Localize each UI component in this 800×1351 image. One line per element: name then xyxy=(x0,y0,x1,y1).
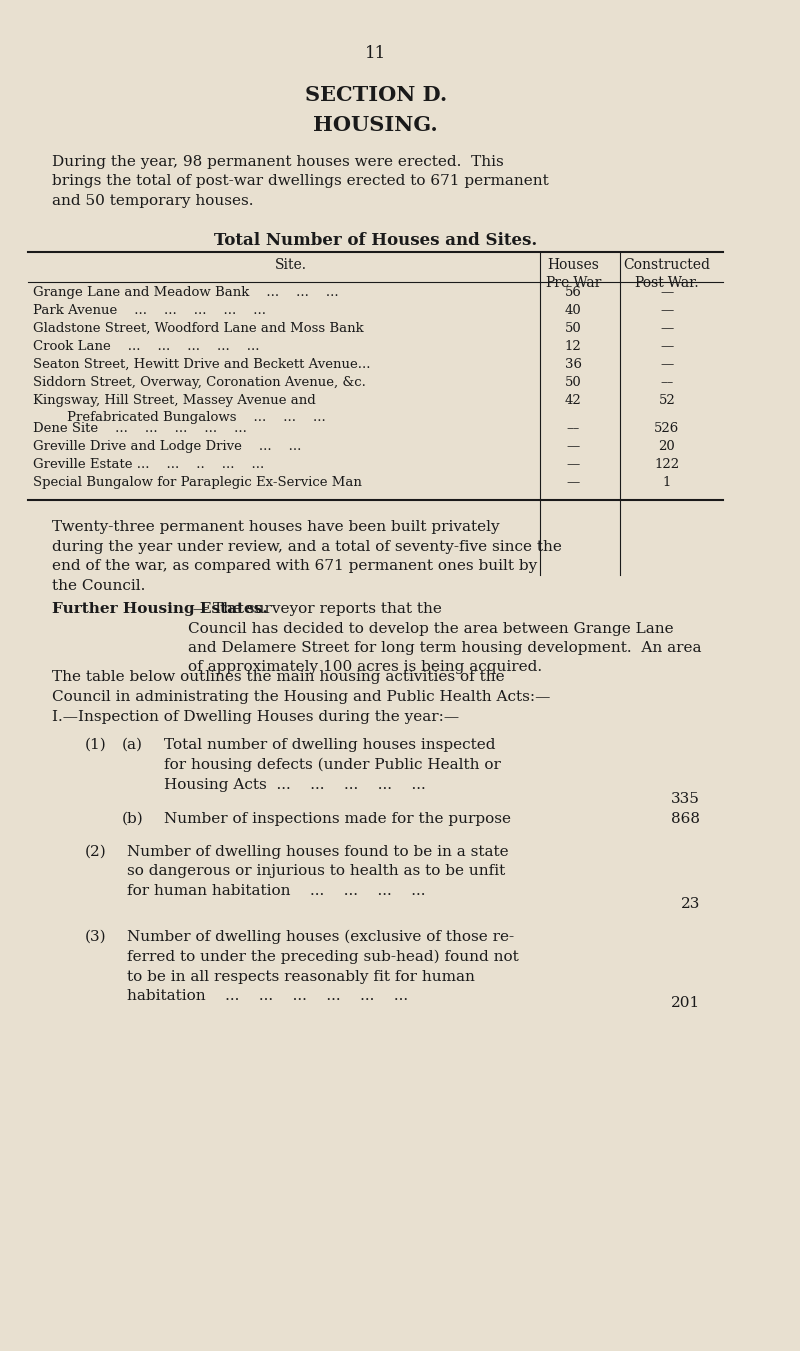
Text: Total number of dwelling houses inspected
for housing defects (under Public Heal: Total number of dwelling houses inspecte… xyxy=(164,738,502,792)
Text: 868: 868 xyxy=(671,812,700,825)
Text: 335: 335 xyxy=(671,792,700,807)
Text: HOUSING.: HOUSING. xyxy=(314,115,438,135)
Text: —: — xyxy=(660,304,674,317)
Text: SECTION D.: SECTION D. xyxy=(305,85,447,105)
Text: (1): (1) xyxy=(85,738,106,753)
Text: 50: 50 xyxy=(565,322,582,335)
Text: Houses
Pre-War: Houses Pre-War xyxy=(545,258,602,290)
Text: Total Number of Houses and Sites.: Total Number of Houses and Sites. xyxy=(214,232,538,249)
Text: 56: 56 xyxy=(565,286,582,299)
Text: —: — xyxy=(660,340,674,353)
Text: 1: 1 xyxy=(662,476,671,489)
Text: 11: 11 xyxy=(365,45,386,62)
Text: Site.: Site. xyxy=(275,258,307,272)
Text: Greville Estate ...    ...    ..    ...    ...: Greville Estate ... ... .. ... ... xyxy=(33,458,264,471)
Text: Number of dwelling houses (exclusive of those re-
ferred to under the preceding : Number of dwelling houses (exclusive of … xyxy=(127,929,518,1004)
Text: Siddorn Street, Overway, Coronation Avenue, &c.: Siddorn Street, Overway, Coronation Aven… xyxy=(33,376,366,389)
Text: —: — xyxy=(566,476,580,489)
Text: During the year, 98 permanent houses were erected.  This
brings the total of pos: During the year, 98 permanent houses wer… xyxy=(52,155,549,208)
Text: Kingsway, Hill Street, Massey Avenue and
        Prefabricated Bungalows    ... : Kingsway, Hill Street, Massey Avenue and… xyxy=(33,394,326,424)
Text: ––: –– xyxy=(566,422,580,435)
Text: Grange Lane and Meadow Bank    ...    ...    ...: Grange Lane and Meadow Bank ... ... ... xyxy=(33,286,338,299)
Text: Seaton Street, Hewitt Drive and Beckett Avenue...: Seaton Street, Hewitt Drive and Beckett … xyxy=(33,358,370,372)
Text: Special Bungalow for Paraplegic Ex-Service Man: Special Bungalow for Paraplegic Ex-Servi… xyxy=(33,476,362,489)
Text: 12: 12 xyxy=(565,340,582,353)
Text: 201: 201 xyxy=(670,996,700,1011)
Text: Twenty-three permanent houses have been built privately
during the year under re: Twenty-three permanent houses have been … xyxy=(52,520,562,593)
Text: Number of dwelling houses found to be in a state
so dangerous or injurious to he: Number of dwelling houses found to be in… xyxy=(127,844,509,898)
Text: Dene Site    ...    ...    ...    ...    ...: Dene Site ... ... ... ... ... xyxy=(33,422,246,435)
Text: —: — xyxy=(660,322,674,335)
Text: I.—Inspection of Dwelling Houses during the year:—: I.—Inspection of Dwelling Houses during … xyxy=(52,711,458,724)
Text: 42: 42 xyxy=(565,394,582,407)
Text: (b): (b) xyxy=(122,812,144,825)
Text: 52: 52 xyxy=(658,394,675,407)
Text: ––: –– xyxy=(660,376,674,389)
Text: 50: 50 xyxy=(565,376,582,389)
Text: —: — xyxy=(660,358,674,372)
Text: Crook Lane    ...    ...    ...    ...    ...: Crook Lane ... ... ... ... ... xyxy=(33,340,259,353)
Text: Further Housing Estates.: Further Housing Estates. xyxy=(52,603,267,616)
Text: —: — xyxy=(566,440,580,453)
Text: Number of inspections made for the purpose: Number of inspections made for the purpo… xyxy=(164,812,511,825)
Text: —: — xyxy=(660,286,674,299)
Text: 23: 23 xyxy=(681,897,700,911)
Text: Constructed
Post-War.: Constructed Post-War. xyxy=(623,258,710,290)
Text: (2): (2) xyxy=(85,844,106,859)
Text: Greville Drive and Lodge Drive    ...    ...: Greville Drive and Lodge Drive ... ... xyxy=(33,440,302,453)
Text: Gladstone Street, Woodford Lane and Moss Bank: Gladstone Street, Woodford Lane and Moss… xyxy=(33,322,364,335)
Text: (3): (3) xyxy=(85,929,106,944)
Text: 122: 122 xyxy=(654,458,679,471)
Text: 526: 526 xyxy=(654,422,679,435)
Text: The table below outlines the main housing activities of the
Council in administr: The table below outlines the main housin… xyxy=(52,670,550,704)
Text: (a): (a) xyxy=(122,738,143,753)
Text: —: — xyxy=(566,458,580,471)
Text: 20: 20 xyxy=(658,440,675,453)
Text: — The surveyor reports that the
Council has decided to develop the area between : — The surveyor reports that the Council … xyxy=(188,603,702,674)
Text: Park Avenue    ...    ...    ...    ...    ...: Park Avenue ... ... ... ... ... xyxy=(33,304,266,317)
Text: 36: 36 xyxy=(565,358,582,372)
Text: 40: 40 xyxy=(565,304,582,317)
